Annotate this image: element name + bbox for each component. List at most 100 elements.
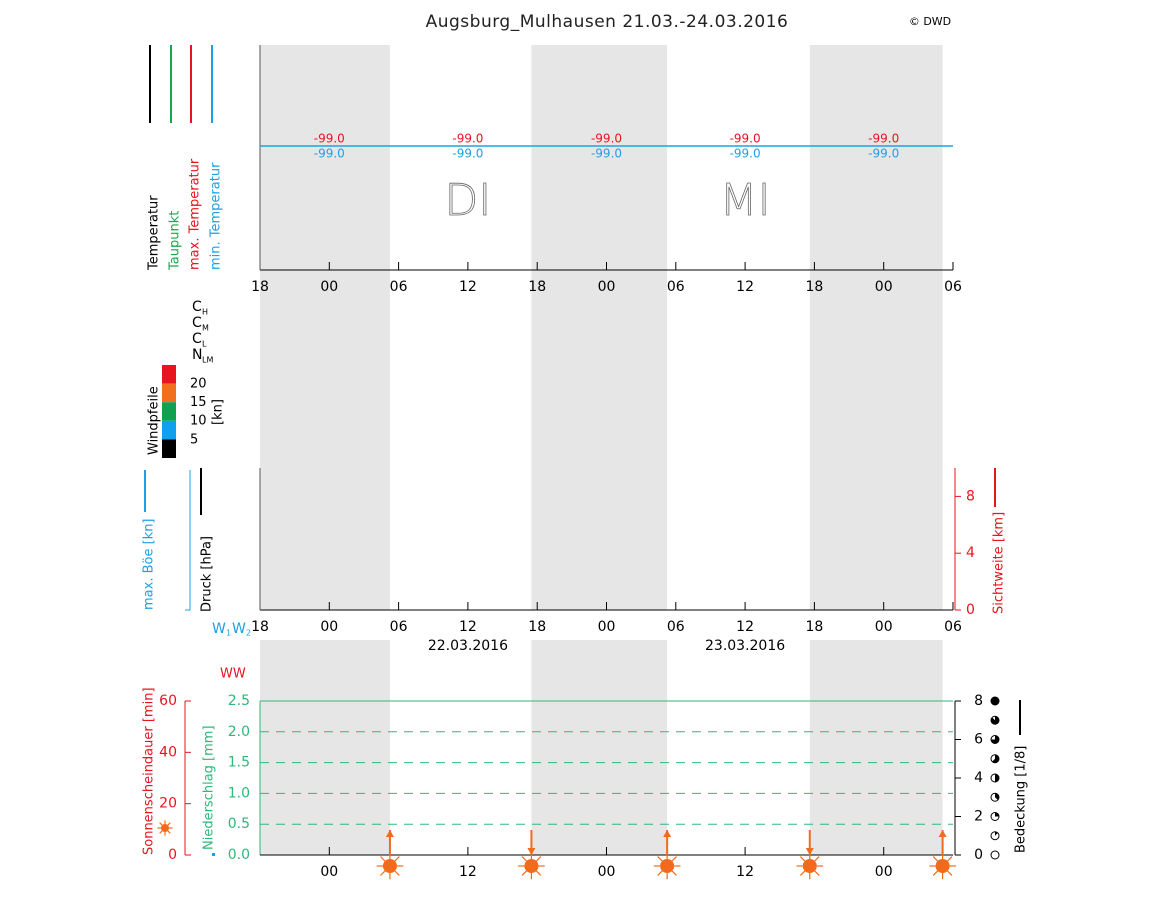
x-tick-label: 00 (875, 864, 893, 880)
visibility-tick-label: 4 (966, 545, 975, 561)
max-temp-label: -99.0 (868, 132, 899, 146)
cover-fill (991, 716, 1000, 725)
x-tick-label: 00 (875, 279, 893, 295)
x-tick-label: 18 (251, 279, 269, 295)
sun-ray (535, 856, 542, 862)
precip-label: Niederschlag [mm] (202, 725, 217, 850)
precip-tick-label: 0.5 (228, 816, 250, 832)
night-band (809, 45, 943, 610)
sunshine-label: Sonnenscheindauer [min] (142, 687, 157, 855)
cloud-sub: LM (202, 356, 213, 365)
sun-ray (394, 856, 400, 862)
wind-color (162, 383, 176, 403)
cloud-sub: H (202, 308, 208, 317)
cover-fill (995, 831, 998, 836)
cloud-symbol: N (192, 347, 202, 363)
rain-icon (212, 853, 215, 856)
cloud-symbol: C (192, 315, 202, 331)
sun-ray (159, 822, 163, 826)
x-tick-label: 18 (251, 619, 269, 635)
sunshine-tick-label: 20 (159, 796, 177, 812)
sun-ray (799, 856, 806, 862)
wind-color (162, 402, 176, 421)
sun-ray (535, 870, 542, 876)
sun-icon (382, 859, 397, 873)
weekday: MI (720, 175, 771, 226)
cover-symbol (990, 696, 1000, 706)
cover-fill (995, 812, 999, 817)
sun-event (527, 830, 536, 855)
sun-ray (657, 856, 663, 862)
cloud-sub: M (202, 324, 209, 333)
sun-ray (521, 856, 527, 862)
precip-tick-label: 1.0 (228, 785, 250, 801)
wind-unit: [kn] (211, 399, 226, 425)
cloud-symbol: C (192, 299, 202, 315)
gust-bracket (185, 470, 191, 611)
cover-tick-label: 4 (974, 770, 983, 786)
ww-label: WW (220, 667, 246, 682)
ww-symbol: W (232, 621, 246, 637)
x-tick-label: 06 (667, 279, 685, 295)
cover-tick-label: 0 (974, 847, 983, 863)
min-temp-label: -99.0 (868, 147, 899, 161)
sun-event (663, 830, 672, 855)
x-tick-label: 12 (459, 619, 477, 635)
cover-fill (991, 735, 999, 744)
sun-ray (932, 870, 939, 876)
visibility-tick-label: 8 (966, 488, 975, 504)
pressure-label: Druck [hPa] (200, 536, 215, 612)
x-tick-label: 12 (459, 864, 477, 880)
max-temp-label: -99.0 (314, 132, 345, 146)
x-tick-label: 00 (598, 279, 616, 295)
sunshine-tick-label: 60 (159, 693, 177, 709)
cover-label: Bedeckung [1/8] (1014, 746, 1029, 853)
sun-ray (671, 856, 677, 862)
x-tick-label: 06 (944, 279, 962, 295)
x-tick-label: 00 (320, 864, 338, 880)
sun-ray (814, 856, 820, 862)
cover-fill (995, 793, 999, 801)
sun-icon (524, 859, 539, 873)
x-tick-label: 06 (667, 619, 685, 635)
sun-icon (802, 859, 817, 873)
wind-color (162, 439, 176, 458)
cloud-symbol: C (192, 331, 202, 347)
x-tick-label: 00 (598, 864, 616, 880)
cover-tick-label: 2 (974, 809, 983, 825)
x-tick-label: 12 (736, 619, 754, 635)
cover-symbol (990, 850, 1000, 860)
wind-level: 5 (190, 432, 198, 447)
sun-arrow-head (663, 830, 672, 837)
max-temp-label: -99.0 (591, 132, 622, 146)
x-tick-label: 06 (390, 279, 408, 295)
night-band (260, 45, 390, 610)
x-tick-label: 12 (736, 279, 754, 295)
min-temp-label: -99.0 (591, 147, 622, 161)
precip-tick-label: 0.0 (228, 847, 250, 863)
cloud-sub: L (202, 340, 207, 349)
legend-label: max. Temperatur (188, 158, 203, 270)
cover-tick-label: 8 (974, 693, 983, 709)
x-tick-label: 12 (459, 279, 477, 295)
sun-event (938, 830, 947, 855)
sun-arrow-head (938, 830, 947, 837)
min-temp-label: -99.0 (452, 147, 483, 161)
sun-ray (814, 870, 820, 876)
x-tick-label: 00 (598, 619, 616, 635)
x-tick-label: 06 (390, 619, 408, 635)
sun-event (385, 830, 394, 855)
sun-event (805, 830, 814, 855)
x-tick-label: 12 (736, 864, 754, 880)
sun-arrow-head (385, 830, 394, 837)
sun-ray (380, 870, 386, 876)
ww-sub1: 1 (226, 629, 231, 638)
wind-color (162, 365, 176, 384)
sun-ray (167, 830, 171, 834)
sun-ray (657, 870, 663, 876)
min-temp-label: -99.0 (730, 147, 761, 161)
sun-arrow-head (527, 848, 536, 855)
x-tick-label: 06 (944, 619, 962, 635)
sun-arrow-head (805, 848, 814, 855)
night-band (809, 640, 943, 855)
